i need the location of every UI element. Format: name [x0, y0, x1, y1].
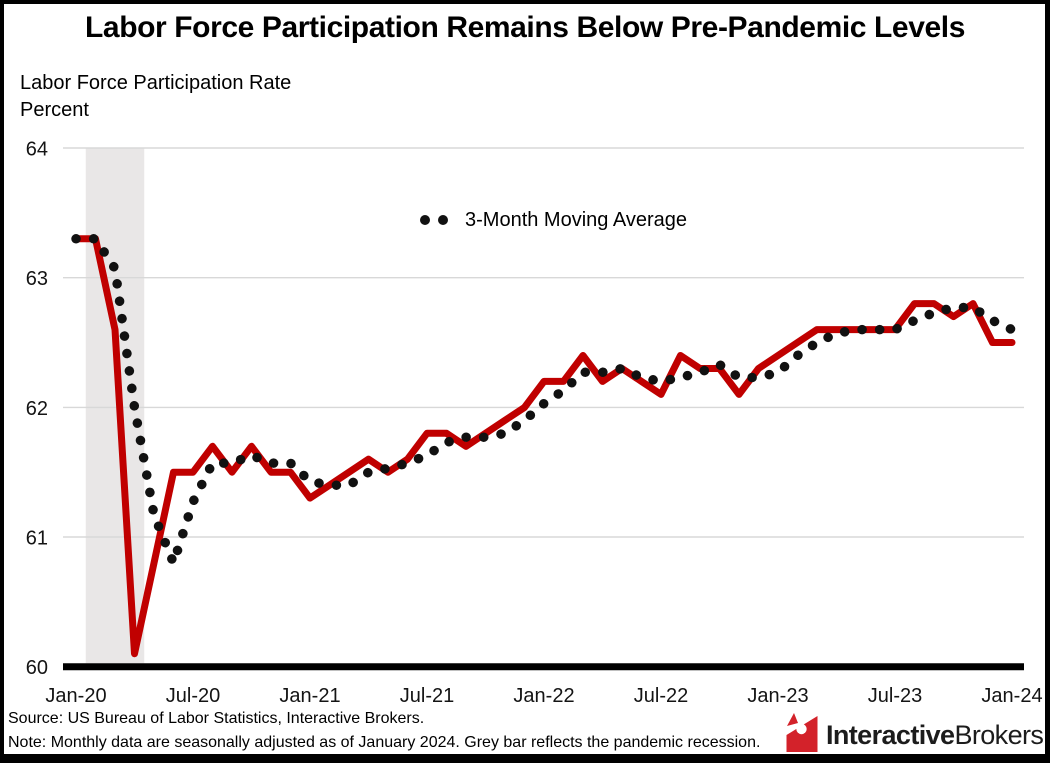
y-tick-label: 62	[26, 398, 48, 420]
y-tick-label: 63	[26, 268, 48, 290]
x-tick-label: Jan-23	[747, 685, 808, 707]
ibkr-logo-icon	[786, 713, 818, 752]
x-tick-label: Jan-24	[981, 685, 1042, 707]
x-tick-label: Jan-20	[45, 685, 106, 707]
interactive-brokers-logo: InteractiveBrokers	[786, 712, 1044, 752]
legend: 3-Month Moving Average	[420, 208, 687, 231]
legend-label: 3-Month Moving Average	[465, 208, 687, 231]
x-tick-label: Jul-22	[634, 685, 688, 707]
legend-dot-icon	[420, 215, 430, 225]
moving-average-dotted-line	[71, 234, 1017, 568]
logo-word-interactive: Interactive	[826, 720, 955, 750]
x-tick-label: Jul-21	[400, 685, 454, 707]
gridlines	[63, 147, 1024, 538]
x-tick-label: Jan-21	[279, 685, 340, 707]
y-tick-label: 60	[26, 657, 48, 679]
logo-word-brokers: Brokers	[954, 720, 1044, 750]
x-tick-label: Jan-22	[513, 685, 574, 707]
x-tick-label: Jul-23	[868, 685, 922, 707]
y-tick-label: 61	[26, 528, 48, 550]
y-tick-label: 64	[26, 139, 48, 161]
x-axis-tick-labels: Jan-20 Jul-20 Jan-21 Jul-21 Jan-22 Jul-22 Jan-…	[45, 685, 1042, 707]
source-text: Source: US Bureau of Labor Statistics, I…	[8, 710, 425, 727]
participation-rate-line	[72, 235, 1016, 658]
chart-title: Labor Force Participation Remains Below …	[84, 11, 966, 44]
chart-subtitle: Labor Force Participation Rate Percent	[20, 70, 291, 124]
subtitle-axis-name: Labor Force Participation Rate	[20, 72, 292, 94]
legend-dot-icon	[438, 215, 448, 225]
x-tick-label: Jul-20	[166, 685, 220, 707]
note-text: Note: Monthly data are seasonally adjust…	[8, 734, 761, 751]
y-axis-tick-labels: 60 61 62 63 64	[26, 139, 48, 680]
logo-wordmark: InteractiveBrokers	[826, 720, 1044, 752]
subtitle-units: Percent	[20, 99, 89, 121]
